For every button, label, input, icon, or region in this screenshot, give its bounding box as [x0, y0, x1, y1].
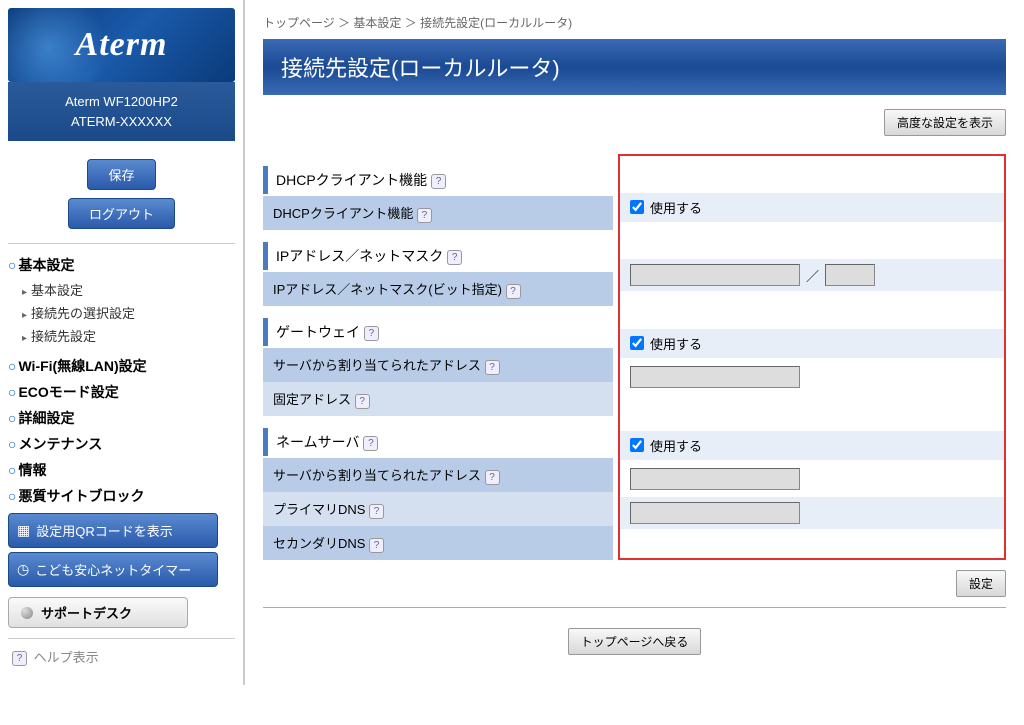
ns-row1-label: サーバから割り当てられたアドレス ?	[263, 458, 613, 491]
help-icon: ?	[12, 651, 27, 666]
logout-button[interactable]: ログアウト	[68, 198, 175, 229]
device-id: ATERM-XXXXXX	[18, 112, 225, 132]
help-icon[interactable]: ?	[417, 208, 432, 223]
nav-basic-item-2[interactable]: 接続先設定	[22, 324, 235, 347]
gw-row2-label: 固定アドレス ?	[263, 382, 613, 415]
kids-button-label: こども安心ネットタイマー	[35, 560, 191, 579]
ns-secondary-value	[620, 497, 1004, 529]
gw-fixed-input[interactable]	[630, 366, 800, 388]
sidebar: Aterm Aterm WF1200HP2 ATERM-XXXXXX 保存 ログ…	[0, 0, 245, 685]
primary-dns-input[interactable]	[630, 468, 800, 490]
section-gw-header: ゲートウェイ ?	[263, 318, 618, 346]
gw-fixed-value	[620, 361, 1004, 393]
gw-server-checkbox[interactable]	[630, 336, 644, 350]
gw-row1-label: サーバから割り当てられたアドレス ?	[263, 348, 613, 381]
dhcp-value: 使用する	[620, 193, 1004, 222]
help-icon[interactable]: ?	[369, 538, 384, 553]
back-link-area: トップページへ戻る	[263, 608, 1006, 675]
qr-button-label: 設定用QRコードを表示	[36, 521, 173, 540]
help-icon[interactable]: ?	[506, 284, 521, 299]
apply-button[interactable]: 設定	[956, 570, 1006, 597]
nav-wifi[interactable]: Wi-Fi(無線LAN)設定	[8, 353, 235, 379]
dhcp-row-label: DHCPクライアント機能 ?	[263, 196, 613, 229]
help-icon[interactable]: ?	[485, 470, 500, 485]
dhcp-checkbox[interactable]	[630, 200, 644, 214]
gw-server-value: 使用する	[620, 329, 1004, 358]
help-icon[interactable]: ?	[431, 174, 446, 189]
back-button[interactable]: トップページへ戻る	[568, 628, 702, 655]
section-dhcp-header: DHCPクライアント機能 ?	[263, 166, 618, 194]
ip-address-input[interactable]	[630, 264, 800, 286]
main-content: トップページ ＞ 基本設定 ＞ 接続先設定(ローカルルータ) 接続先設定(ローカ…	[245, 0, 1024, 685]
nav-basic[interactable]: 基本設定	[8, 252, 235, 278]
ns-primary-value	[620, 463, 1004, 495]
qr-icon: ▦	[17, 522, 30, 539]
sidebar-buttons: 保存 ログアウト	[8, 141, 235, 244]
advanced-button[interactable]: 高度な設定を表示	[884, 109, 1006, 136]
top-actions: 高度な設定を表示	[263, 109, 1006, 136]
nav-block[interactable]: 悪質サイトブロック	[8, 483, 235, 509]
nav-eco[interactable]: ECOモード設定	[8, 379, 235, 405]
ip-row-label: IPアドレス／ネットマスク(ビット指定) ?	[263, 272, 613, 305]
help-icon[interactable]: ?	[355, 394, 370, 409]
save-button[interactable]: 保存	[87, 159, 155, 190]
nav-basic-group: 基本設定 基本設定 接続先の選択設定 接続先設定	[8, 252, 235, 347]
ns-row3-label: セカンダリDNS ?	[263, 526, 613, 559]
logo-text: Aterm	[20, 26, 223, 64]
nav-basic-sub: 基本設定 接続先の選択設定 接続先設定	[8, 278, 235, 347]
help-link[interactable]: ? ヘルプ表示	[8, 638, 235, 674]
logo-area: Aterm	[8, 8, 235, 82]
page-title: 接続先設定(ローカルルータ)	[263, 39, 1006, 95]
kids-timer-button[interactable]: ◷ こども安心ネットタイマー	[8, 552, 218, 587]
support-label: サポートデスク	[41, 603, 132, 622]
nav-basic-item-1[interactable]: 接続先の選択設定	[22, 301, 235, 324]
netmask-input[interactable]	[825, 264, 875, 286]
help-label: ヘルプ表示	[34, 650, 99, 665]
nav-info[interactable]: 情報	[8, 457, 235, 483]
nav-detail[interactable]: 詳細設定	[8, 405, 235, 431]
help-icon[interactable]: ?	[485, 360, 500, 375]
qr-button[interactable]: ▦ 設定用QRコードを表示	[8, 513, 218, 548]
device-info: Aterm WF1200HP2 ATERM-XXXXXX	[8, 82, 235, 141]
ns-server-checkbox[interactable]	[630, 438, 644, 452]
clock-icon: ◷	[17, 561, 29, 578]
secondary-dns-input[interactable]	[630, 502, 800, 524]
values-highlight-box: 使用する ／ 使用する 使用する	[618, 154, 1006, 560]
nav-maint[interactable]: メンテナンス	[8, 431, 235, 457]
section-ns-header: ネームサーバ ?	[263, 428, 618, 456]
device-model: Aterm WF1200HP2	[18, 92, 225, 112]
ip-value: ／	[620, 259, 1004, 291]
ns-server-value: 使用する	[620, 431, 1004, 460]
help-icon[interactable]: ?	[364, 326, 379, 341]
help-icon[interactable]: ?	[369, 504, 384, 519]
support-button[interactable]: サポートデスク	[8, 597, 188, 628]
dot-icon	[21, 607, 33, 619]
ns-row2-label: プライマリDNS ?	[263, 492, 613, 525]
footer-actions: 設定	[263, 560, 1006, 608]
breadcrumb: トップページ ＞ 基本設定 ＞ 接続先設定(ローカルルータ)	[263, 10, 1006, 39]
help-icon[interactable]: ?	[447, 250, 462, 265]
section-ip-header: IPアドレス／ネットマスク ?	[263, 242, 618, 270]
nav-basic-item-0[interactable]: 基本設定	[22, 278, 235, 301]
help-icon[interactable]: ?	[363, 436, 378, 451]
